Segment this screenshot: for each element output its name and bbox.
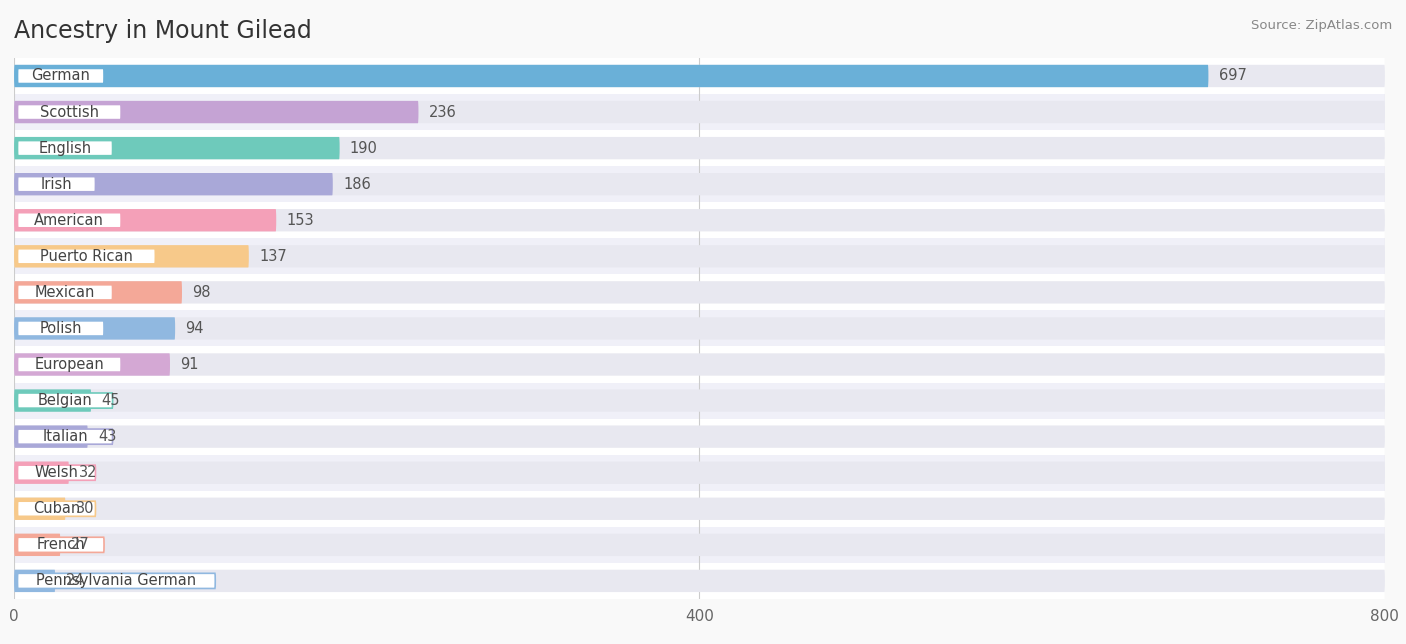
Text: Belgian: Belgian [38, 393, 93, 408]
Text: American: American [34, 213, 104, 228]
FancyBboxPatch shape [14, 354, 1385, 375]
Text: 94: 94 [186, 321, 204, 336]
FancyBboxPatch shape [14, 281, 1385, 303]
FancyBboxPatch shape [14, 390, 91, 412]
FancyBboxPatch shape [14, 317, 176, 339]
Text: 137: 137 [259, 249, 287, 264]
Text: 190: 190 [350, 140, 378, 156]
FancyBboxPatch shape [17, 537, 104, 553]
FancyBboxPatch shape [14, 426, 87, 448]
FancyBboxPatch shape [14, 310, 1385, 346]
FancyBboxPatch shape [14, 245, 1385, 267]
FancyBboxPatch shape [14, 65, 1385, 87]
FancyBboxPatch shape [14, 274, 1385, 310]
Text: European: European [34, 357, 104, 372]
FancyBboxPatch shape [14, 570, 1385, 592]
FancyBboxPatch shape [14, 498, 66, 520]
Text: Mexican: Mexican [35, 285, 96, 300]
FancyBboxPatch shape [14, 383, 1385, 419]
FancyBboxPatch shape [14, 245, 249, 267]
FancyBboxPatch shape [14, 281, 181, 303]
FancyBboxPatch shape [14, 58, 1385, 94]
FancyBboxPatch shape [17, 321, 104, 336]
FancyBboxPatch shape [14, 130, 1385, 166]
FancyBboxPatch shape [17, 393, 112, 408]
FancyBboxPatch shape [14, 462, 69, 484]
Text: French: French [37, 537, 86, 553]
FancyBboxPatch shape [17, 140, 112, 156]
Text: 91: 91 [180, 357, 198, 372]
Text: English: English [38, 140, 91, 156]
Text: 24: 24 [66, 573, 84, 589]
FancyBboxPatch shape [14, 65, 1208, 87]
FancyBboxPatch shape [14, 209, 276, 231]
Text: Italian: Italian [42, 429, 87, 444]
FancyBboxPatch shape [14, 173, 333, 195]
Text: Ancestry in Mount Gilead: Ancestry in Mount Gilead [14, 19, 312, 43]
Text: 236: 236 [429, 104, 457, 120]
FancyBboxPatch shape [14, 570, 55, 592]
FancyBboxPatch shape [14, 137, 340, 159]
FancyBboxPatch shape [17, 68, 104, 84]
FancyBboxPatch shape [14, 317, 1385, 339]
Text: 30: 30 [76, 501, 94, 516]
FancyBboxPatch shape [14, 534, 60, 556]
FancyBboxPatch shape [14, 238, 1385, 274]
FancyBboxPatch shape [14, 534, 1385, 556]
Text: Cuban: Cuban [32, 501, 80, 516]
FancyBboxPatch shape [14, 419, 1385, 455]
Text: German: German [31, 68, 90, 84]
FancyBboxPatch shape [14, 390, 1385, 412]
Text: 98: 98 [193, 285, 211, 300]
FancyBboxPatch shape [14, 137, 1385, 159]
Text: Irish: Irish [41, 176, 72, 192]
FancyBboxPatch shape [14, 346, 1385, 383]
Text: 32: 32 [79, 465, 97, 480]
FancyBboxPatch shape [14, 455, 1385, 491]
Text: 153: 153 [287, 213, 314, 228]
Text: Pennsylvania German: Pennsylvania German [37, 573, 197, 589]
FancyBboxPatch shape [17, 357, 121, 372]
FancyBboxPatch shape [14, 491, 1385, 527]
Text: 43: 43 [98, 429, 117, 444]
Text: Welsh: Welsh [35, 465, 79, 480]
FancyBboxPatch shape [14, 173, 1385, 195]
FancyBboxPatch shape [14, 527, 1385, 563]
FancyBboxPatch shape [17, 429, 112, 444]
Text: Polish: Polish [39, 321, 82, 336]
Text: Scottish: Scottish [39, 104, 98, 120]
FancyBboxPatch shape [14, 209, 1385, 231]
FancyBboxPatch shape [17, 501, 96, 516]
FancyBboxPatch shape [17, 104, 121, 120]
Text: 186: 186 [343, 176, 371, 192]
Text: 45: 45 [101, 393, 120, 408]
FancyBboxPatch shape [17, 176, 96, 192]
FancyBboxPatch shape [17, 249, 156, 264]
FancyBboxPatch shape [14, 498, 1385, 520]
Text: Source: ZipAtlas.com: Source: ZipAtlas.com [1251, 19, 1392, 32]
Text: 27: 27 [70, 537, 90, 553]
Text: Puerto Rican: Puerto Rican [39, 249, 132, 264]
FancyBboxPatch shape [17, 213, 121, 228]
Text: 697: 697 [1219, 68, 1247, 84]
FancyBboxPatch shape [14, 354, 170, 375]
FancyBboxPatch shape [14, 101, 1385, 123]
FancyBboxPatch shape [17, 573, 215, 589]
FancyBboxPatch shape [14, 563, 1385, 599]
FancyBboxPatch shape [17, 285, 112, 300]
FancyBboxPatch shape [14, 426, 1385, 448]
FancyBboxPatch shape [14, 462, 1385, 484]
FancyBboxPatch shape [14, 94, 1385, 130]
FancyBboxPatch shape [14, 166, 1385, 202]
FancyBboxPatch shape [14, 101, 419, 123]
FancyBboxPatch shape [17, 465, 96, 480]
FancyBboxPatch shape [14, 202, 1385, 238]
